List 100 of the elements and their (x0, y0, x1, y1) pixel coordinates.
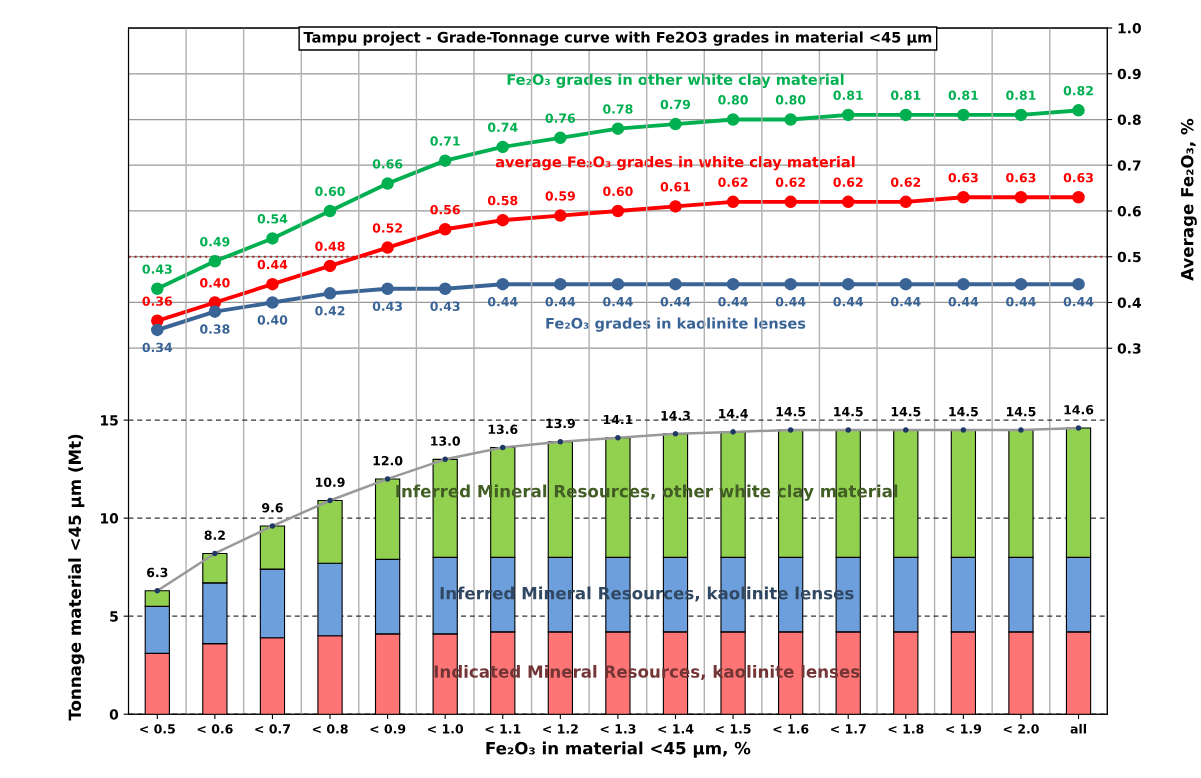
data-label: 0.44 (948, 296, 979, 307)
data-label: 0.43 (142, 264, 172, 274)
text: Fe₂O₃ grades in kaolinite lenses (546, 317, 806, 332)
point (381, 177, 394, 190)
data-label: 0.48 (315, 241, 345, 251)
data-label: 0.36 (142, 296, 173, 306)
point (1014, 277, 1028, 291)
data-label: 0.79 (660, 99, 691, 110)
x-tick-label: < 1.2 (543, 724, 578, 734)
data-label: 0.76 (545, 113, 576, 123)
total-label: 13.6 (488, 424, 518, 435)
total-label: 9.6 (262, 503, 283, 513)
data-label: 0.59 (545, 191, 575, 201)
y2-tick-label: 0.9 (1117, 68, 1141, 80)
data-label: 0.44 (1006, 296, 1036, 307)
data-label: 0.62 (718, 177, 748, 187)
data-label: 0.44 (487, 296, 518, 307)
point (726, 195, 740, 209)
data-label: 0.44 (660, 296, 691, 307)
x-tick-label: < 1.9 (946, 724, 982, 734)
x-tick-label: < 0.7 (255, 724, 290, 734)
y2-axis-title: Average Fe₂O₃, % (1180, 118, 1197, 281)
point (266, 232, 279, 245)
point (899, 195, 913, 209)
data-label: 0.66 (372, 159, 403, 169)
data-label: 0.60 (315, 186, 345, 197)
point (841, 108, 855, 122)
point (611, 122, 625, 135)
total-label: 14.5 (1006, 407, 1036, 417)
point (841, 277, 855, 291)
y-tick-label: 0 (109, 709, 119, 720)
point (784, 277, 797, 291)
data-label: 0.56 (430, 204, 460, 215)
point (266, 296, 279, 309)
data-label: 0.60 (603, 186, 633, 197)
data-label: 0.81 (833, 90, 863, 100)
data-label: 0.62 (890, 177, 921, 187)
y-tick-label: 15 (101, 415, 118, 426)
point (669, 200, 682, 213)
data-label: 0.63 (948, 172, 978, 183)
point (841, 195, 855, 209)
y2-tick-label: 0.8 (1117, 114, 1141, 125)
point (726, 277, 740, 291)
data-label: 0.71 (430, 136, 460, 146)
data-label: 0.80 (775, 95, 806, 105)
data-label: 0.44 (775, 296, 806, 307)
x-tick-label: all (1070, 723, 1086, 734)
point (208, 305, 222, 318)
point (784, 113, 797, 126)
x-tick-label: < 1.1 (485, 724, 521, 734)
x-tick-label: < 0.5 (140, 724, 175, 734)
data-label: 0.44 (890, 296, 921, 307)
data-label: 0.34 (142, 342, 173, 353)
point (554, 209, 567, 222)
data-label: 0.49 (200, 236, 230, 247)
x-tick-label: < 1.0 (428, 724, 464, 734)
data-label: 0.78 (603, 104, 633, 114)
total-label: 12.0 (373, 455, 403, 466)
x-tick-label: < 0.6 (197, 724, 233, 734)
y2-tick-label: 0.3 (1117, 343, 1141, 354)
y-tick-label: 10 (101, 513, 119, 524)
total-label: 14.5 (834, 407, 863, 417)
data-label: 0.40 (200, 278, 230, 288)
y2-tick-label: 1.0 (1118, 22, 1141, 34)
total-label: 14.6 (1064, 404, 1094, 415)
total-label: 13.0 (431, 436, 461, 446)
point (496, 140, 510, 154)
total-label: 13.9 (546, 418, 575, 429)
x-tick-label: < 0.8 (312, 724, 348, 734)
point (1072, 191, 1085, 204)
point (726, 113, 740, 126)
total-label: 14.5 (776, 407, 806, 417)
x-tick-label: < 1.3 (600, 724, 636, 734)
y2-tick-label: 0.5 (1117, 251, 1141, 263)
x-tick-label: < 1.5 (715, 724, 751, 734)
series-label: average Fe₂O₃ grades in white clay material (495, 156, 855, 171)
total-label: 14.5 (891, 407, 921, 417)
y-tick-label: 5 (110, 611, 118, 622)
data-label: 0.61 (660, 182, 691, 192)
x-tick-label: < 0.9 (370, 724, 406, 734)
data-label: 0.62 (833, 177, 863, 187)
point (554, 277, 567, 291)
total-label: 14.3 (661, 410, 690, 421)
data-label: 0.81 (1006, 90, 1036, 100)
data-label: 0.38 (200, 324, 230, 334)
x-tick-label: < 1.4 (658, 724, 694, 734)
x-axis-title: Fe₂O₃ in material <45 µm, % (486, 741, 751, 758)
total-label: 8.2 (204, 530, 225, 540)
y2-tick-label: 0.7 (1117, 160, 1141, 171)
point (669, 117, 682, 131)
point (957, 191, 970, 204)
data-label: 0.74 (487, 122, 518, 133)
chart-title: Tampu project - Grade-Tonnage curve with Fe2O3 grades in material <45 µm (303, 31, 932, 46)
data-label: 0.43 (372, 301, 403, 311)
data-label: 0.80 (718, 95, 748, 105)
point (554, 131, 567, 145)
data-label: 0.52 (372, 223, 402, 233)
total-label: 14.1 (603, 414, 633, 425)
point (323, 204, 337, 218)
data-label: 0.62 (775, 177, 805, 187)
